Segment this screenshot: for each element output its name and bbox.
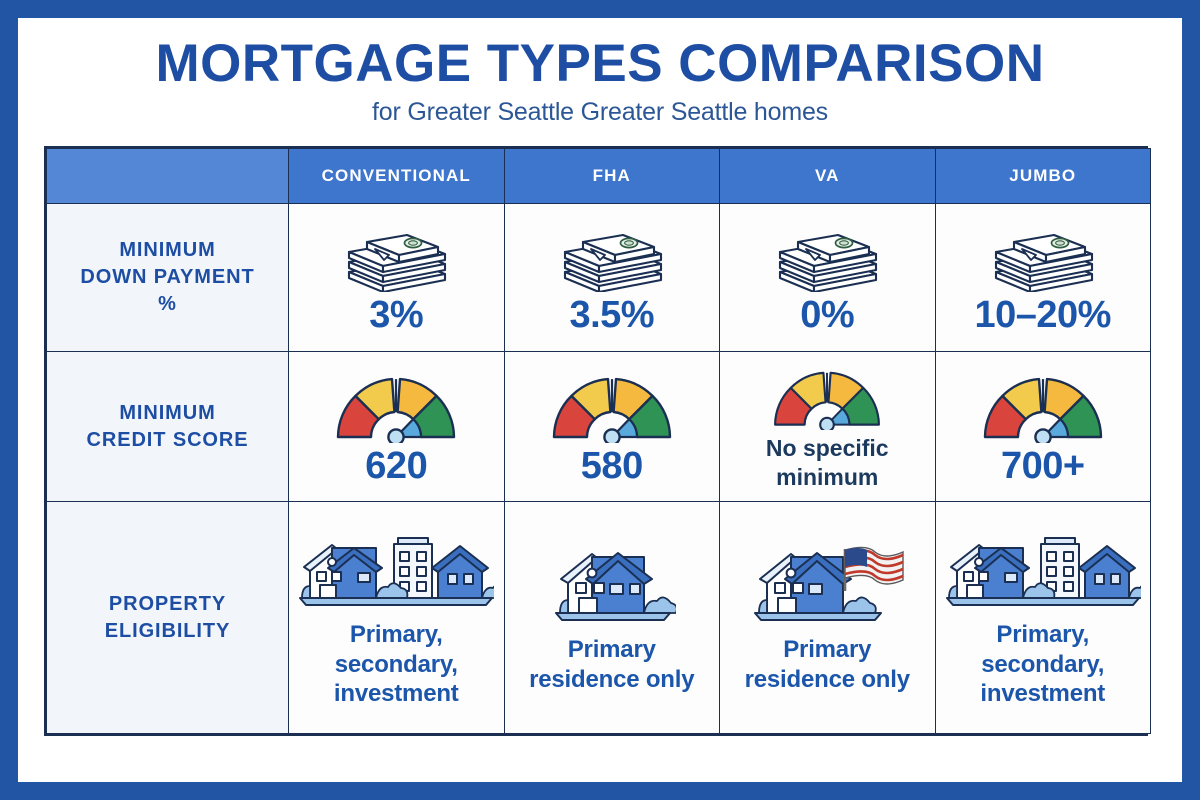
row-label-property-eligibility: PROPERTY ELIGIBILITY xyxy=(46,501,289,734)
neighborhood-icon xyxy=(298,526,506,606)
infographic-page: MORTGAGE TYPES COMPARISON for Greater Se… xyxy=(18,18,1182,782)
cell-value: 700+ xyxy=(1000,444,1085,487)
cell-down-payment-fha: 3.5% xyxy=(503,203,720,352)
gauge-icon xyxy=(973,367,1113,446)
cell-value: No specific minimum xyxy=(766,434,889,490)
page-subtitle: for Greater Seattle Greater Seattle home… xyxy=(372,97,828,126)
cell-value: Primary, secondary, investment xyxy=(980,620,1105,709)
cell-value-line: residence only xyxy=(529,665,695,693)
cell-value-line: Primary xyxy=(567,635,656,663)
table-row-property-eligibility: PROPERTY ELIGIBILITY xyxy=(46,501,1152,734)
cell-property-jumbo: Primary, secondary, investment xyxy=(934,501,1152,734)
cell-value-line: Primary, xyxy=(996,620,1090,648)
table-header: CONVENTIONAL FHA VA JUMBO xyxy=(46,148,1151,204)
header-cell-conventional: CONVENTIONAL xyxy=(288,148,505,204)
cell-value: 620 xyxy=(365,444,428,487)
mortgage-comparison-table: CONVENTIONAL FHA VA JUMBO MINIMUM DOWN P… xyxy=(46,148,1152,734)
page-title: MORTGAGE TYPES COMPARISON xyxy=(155,34,1045,93)
cell-value: Primary residence only xyxy=(529,635,694,695)
table-body: MINIMUM DOWN PAYMENT % xyxy=(46,203,1152,734)
cell-credit-score-va: No specific minimum xyxy=(719,351,936,502)
cell-credit-score-conventional: 620 xyxy=(288,351,505,502)
gauge-icon xyxy=(326,367,466,446)
cell-value: 3.5% xyxy=(569,293,655,336)
cell-value-line: Primary xyxy=(783,635,872,663)
house-flag-icon xyxy=(747,541,907,621)
row-label-line: MINIMUM xyxy=(119,239,216,261)
cell-down-payment-va: 0% xyxy=(719,203,936,352)
cash-stack-icon xyxy=(984,220,1102,293)
row-label-line: PROPERTY xyxy=(108,592,227,615)
header-cell-va: VA xyxy=(719,148,936,204)
table-row-down-payment: MINIMUM DOWN PAYMENT % xyxy=(46,203,1151,352)
cell-value: 0% xyxy=(800,293,855,336)
cell-value: 580 xyxy=(580,444,643,487)
cell-value: 10–20% xyxy=(974,293,1112,336)
cell-value-line: residence only xyxy=(744,665,910,693)
neighborhood-icon xyxy=(945,526,1152,606)
cell-value-line: Primary, xyxy=(349,620,443,648)
cell-down-payment-jumbo: 10–20% xyxy=(934,203,1151,352)
cell-value: Primary residence only xyxy=(745,635,910,695)
gauge-icon xyxy=(542,367,682,446)
cell-value: Primary, secondary, investment xyxy=(334,620,459,709)
cell-down-payment-conventional: 3% xyxy=(288,203,505,352)
cash-stack-icon xyxy=(553,220,671,293)
gauge-icon xyxy=(763,362,891,433)
cell-property-conventional: Primary, secondary, investment xyxy=(288,501,506,734)
cell-value-line: No specific xyxy=(765,435,889,462)
cell-value-line: investment xyxy=(333,680,459,708)
comparison-table-container: CONVENTIONAL FHA VA JUMBO MINIMUM DOWN P… xyxy=(44,146,1152,736)
header-corner-cell xyxy=(46,148,289,204)
row-label-credit-score: MINIMUM CREDIT SCORE xyxy=(46,351,289,502)
row-label-line: % xyxy=(158,293,177,315)
house-icon xyxy=(548,541,678,621)
header-row: CONVENTIONAL FHA VA JUMBO xyxy=(46,148,1151,204)
table-row-credit-score: MINIMUM CREDIT SCORE xyxy=(46,351,1151,502)
cash-stack-icon xyxy=(337,220,455,293)
us-flag-glyph xyxy=(843,546,904,591)
cell-value-line: minimum xyxy=(776,463,879,490)
cash-stack-icon xyxy=(768,220,886,293)
cell-credit-score-jumbo: 700+ xyxy=(934,351,1151,502)
cell-value-line: secondary, xyxy=(981,650,1105,678)
row-label-line: DOWN PAYMENT xyxy=(80,266,255,288)
cell-credit-score-fha: 580 xyxy=(503,351,720,502)
row-label-line: CREDIT SCORE xyxy=(86,428,249,451)
cell-value-line: secondary, xyxy=(334,650,458,678)
cell-property-fha: Primary residence only xyxy=(503,501,720,734)
header-cell-fha: FHA xyxy=(503,148,720,204)
cell-value: 3% xyxy=(369,293,424,336)
header-cell-jumbo: JUMBO xyxy=(934,148,1151,204)
row-label-down-payment: MINIMUM DOWN PAYMENT % xyxy=(46,203,289,352)
cell-value-line: investment xyxy=(980,680,1106,708)
row-label-line: ELIGIBILITY xyxy=(104,619,231,642)
cell-property-va: Primary residence only xyxy=(719,501,936,734)
row-label-line: MINIMUM xyxy=(119,401,216,424)
